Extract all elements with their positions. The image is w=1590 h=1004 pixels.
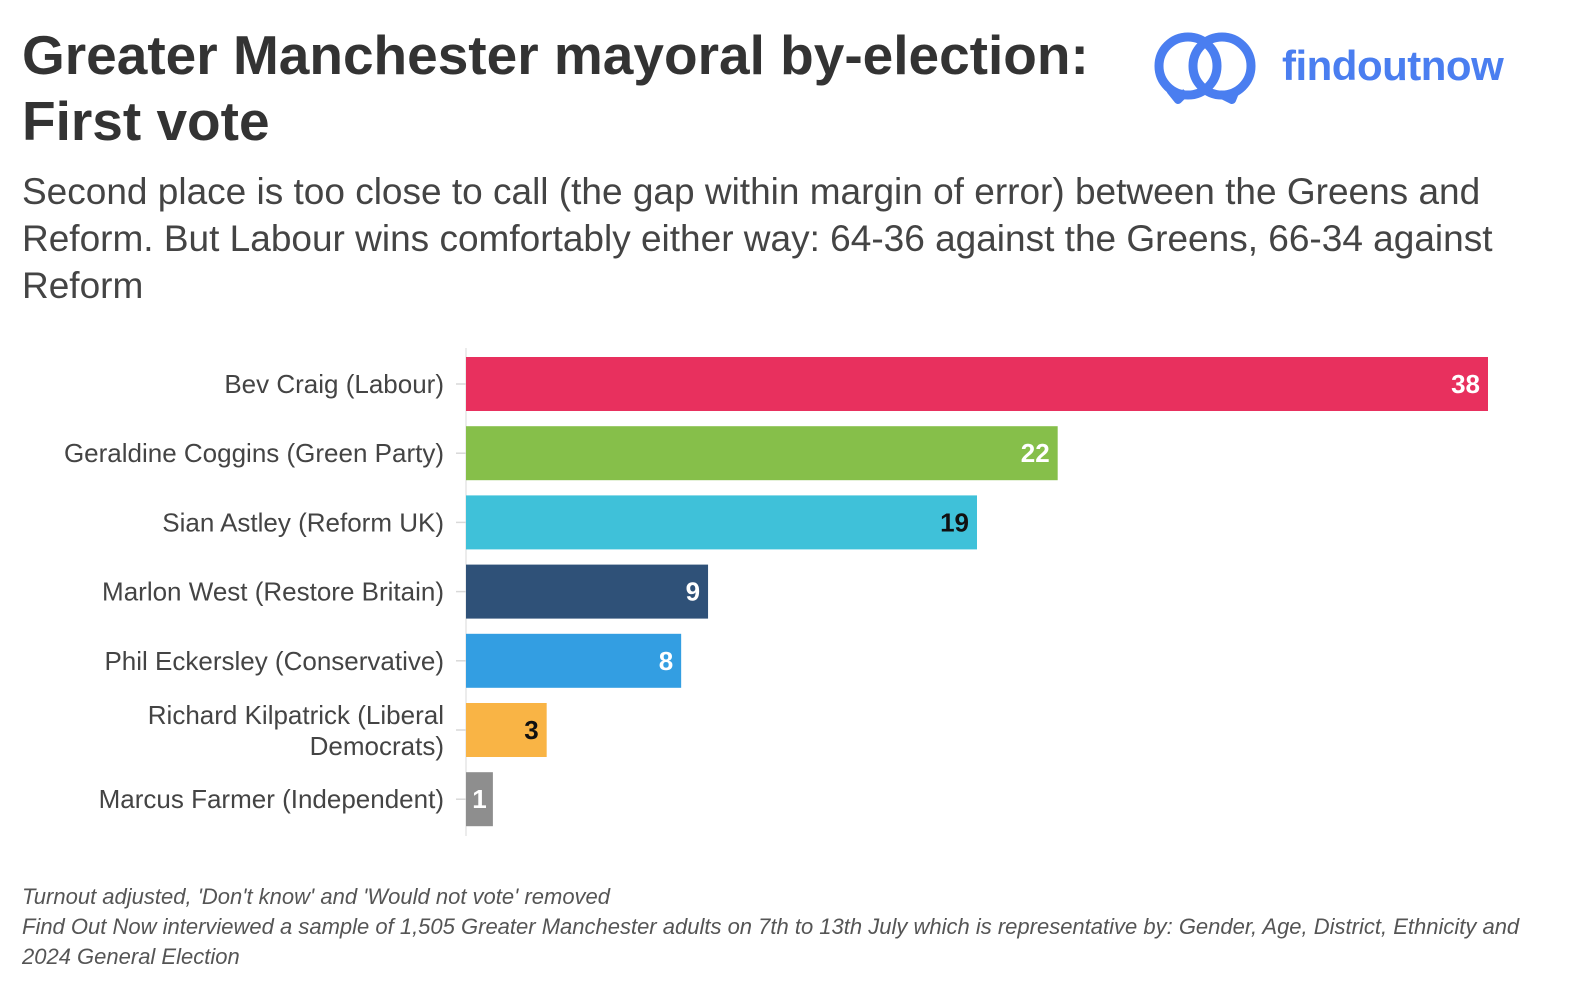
category-label: Marlon West (Restore Britain): [102, 577, 444, 607]
value-label: 19: [940, 507, 969, 537]
bar: [466, 357, 1488, 411]
chart-title: Greater Manchester mayoral by-election: …: [22, 24, 1089, 152]
category-label: Richard Kilpatrick (Liberal Democrats): [148, 700, 444, 761]
value-label: 22: [1021, 438, 1050, 468]
value-label: 3: [524, 715, 538, 745]
value-label: 9: [686, 577, 700, 607]
bar: [466, 633, 682, 688]
bar: [466, 772, 493, 827]
value-label: 38: [1451, 369, 1480, 399]
category-label: Bev Craig (Labour): [224, 369, 444, 399]
bar: [466, 564, 709, 619]
category-label: Marcus Farmer (Independent): [99, 784, 444, 814]
bar: [466, 495, 977, 550]
bar: [466, 703, 547, 757]
brand-logo: findoutnow: [1150, 28, 1550, 108]
linked-rings-icon: [1154, 32, 1256, 104]
bar: [466, 426, 1058, 481]
value-label: 1: [472, 784, 486, 814]
category-label: Phil Eckersley (Conservative): [104, 646, 444, 676]
brand-name: findoutnow: [1282, 42, 1504, 89]
footnote-sample: Find Out Now interviewed a sample of 1,5…: [22, 914, 1520, 969]
category-label: Geraldine Coggins (Green Party): [64, 438, 444, 468]
category-label: Sian Astley (Reform UK): [162, 507, 444, 537]
chart-subtitle: Second place is too close to call (the g…: [22, 171, 1493, 306]
value-label: 8: [659, 646, 673, 676]
footnote-method: Turnout adjusted, 'Don't know' and 'Woul…: [22, 884, 611, 909]
